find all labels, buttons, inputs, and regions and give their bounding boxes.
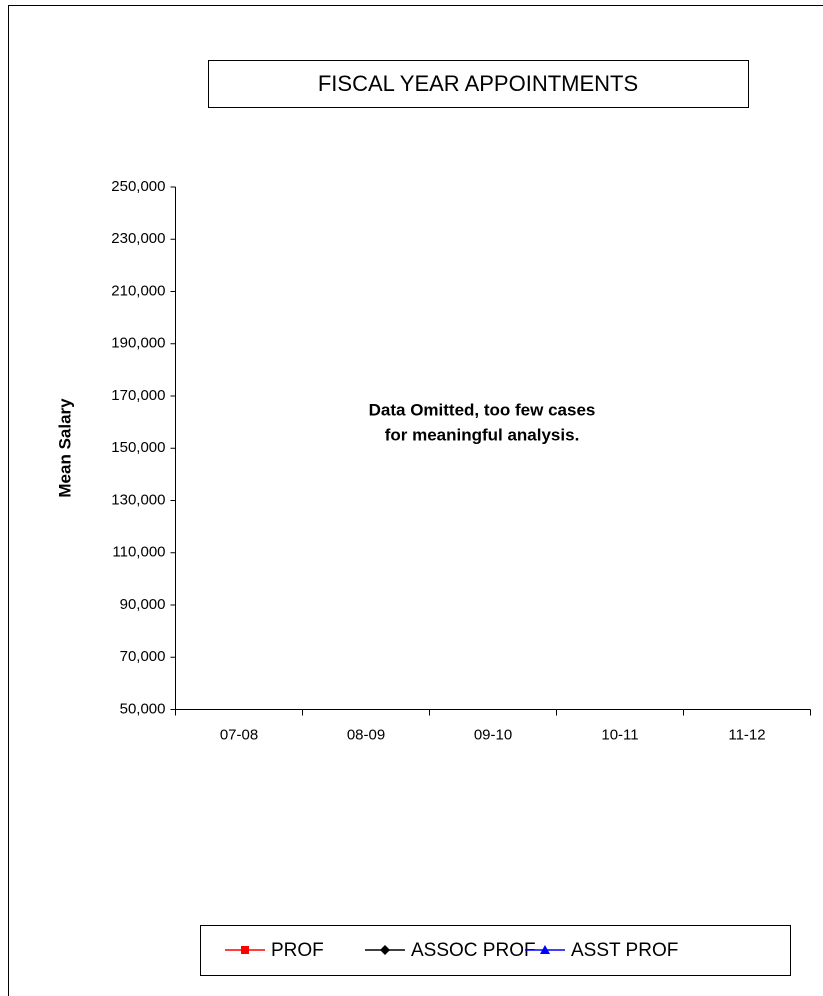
y-tick-label: 90,000: [120, 596, 166, 613]
y-tick-label: 190,000: [111, 335, 165, 352]
y-tick-label: 130,000: [111, 491, 165, 508]
y-tick-label: 250,000: [111, 178, 165, 195]
y-tick-label: 210,000: [111, 282, 165, 299]
y-tick-label: 70,000: [120, 648, 166, 665]
chart-title: FISCAL YEAR APPOINTMENTS: [318, 71, 638, 96]
marker: [380, 945, 390, 955]
y-tick-label: 50,000: [120, 700, 166, 717]
y-tick-label: 110,000: [112, 544, 165, 561]
x-tick-label: 11-12: [728, 726, 765, 743]
x-tick-label: 10-11: [601, 726, 638, 743]
y-tick-label: 170,000: [111, 387, 165, 404]
x-tick-label: 08-09: [347, 726, 385, 743]
title-box: [208, 60, 749, 108]
x-tick-label: 09-10: [474, 726, 512, 743]
y-tick-label: 230,000: [111, 230, 165, 247]
chart-frame: [8, 5, 823, 996]
marker: [241, 946, 249, 954]
legend-label: PROF: [271, 940, 324, 961]
legend-box: [200, 925, 791, 976]
annotation: for meaningful analysis.: [385, 425, 580, 444]
y-tick-label: 150,000: [111, 439, 165, 456]
x-tick-label: 07-08: [220, 726, 258, 743]
legend-label: ASST PROF: [571, 940, 678, 961]
y-axis-label: Mean Salary: [55, 398, 74, 498]
annotation: Data Omitted, too few cases: [369, 400, 596, 419]
marker: [540, 945, 550, 954]
legend-label: ASSOC PROF: [411, 940, 536, 961]
